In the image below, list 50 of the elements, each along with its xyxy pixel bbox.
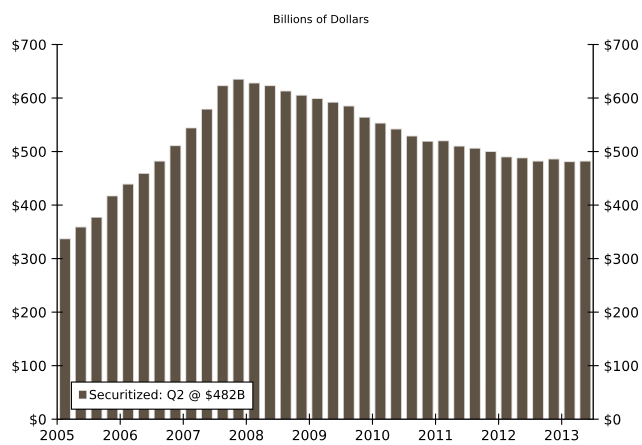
x-tick-label: 2012 — [482, 430, 515, 440]
legend-label: Securitized: Q2 @ $482B — [90, 390, 244, 402]
x-tick-label: 2007 — [166, 430, 200, 440]
y-tick-label: $700 — [12, 39, 46, 52]
y2-tick-label: $0 — [604, 414, 620, 427]
y2-tick-label: $200 — [604, 306, 638, 320]
x-tick-label: 2013 — [545, 430, 578, 440]
y-tick-label: $500 — [12, 146, 46, 159]
bar — [390, 128, 402, 420]
bar — [327, 102, 339, 420]
bar — [374, 122, 386, 420]
bar — [358, 116, 370, 420]
x-tick-label: 2005 — [40, 430, 74, 440]
bar — [280, 90, 292, 420]
bar — [438, 140, 450, 420]
chart-subtitle: Billions of Dollars — [274, 14, 368, 24]
y2-tick-label: $500 — [604, 146, 638, 159]
bar — [516, 158, 528, 420]
x-tick-label: 2006 — [104, 430, 138, 440]
bar — [548, 158, 560, 420]
y-tick-label: $600 — [12, 92, 46, 106]
bar — [469, 148, 481, 420]
y2-tick-label: $700 — [604, 39, 638, 52]
x-tick-label: 2009 — [292, 430, 326, 440]
bar — [312, 98, 324, 420]
y-tick-label: $300 — [12, 253, 46, 266]
bar — [264, 85, 276, 420]
bar — [580, 160, 592, 420]
bar — [500, 156, 512, 420]
y-tick-label: $100 — [12, 360, 46, 373]
bar — [564, 161, 576, 420]
bar — [248, 82, 260, 420]
y2-tick-label: $100 — [604, 360, 638, 373]
x-tick-label: 2010 — [356, 430, 390, 440]
bar — [343, 106, 355, 420]
bar — [406, 136, 418, 420]
bar — [296, 94, 308, 420]
x-tick-label: 2008 — [230, 430, 264, 440]
y-tick-label: $200 — [12, 306, 46, 320]
bar — [532, 160, 544, 420]
bar — [59, 238, 71, 420]
y2-tick-label: $400 — [604, 200, 638, 212]
y2-tick-label: $300 — [604, 253, 638, 266]
bar — [422, 140, 434, 420]
y-tick-label: $0 — [30, 414, 46, 427]
y-tick-label: $400 — [12, 200, 46, 212]
bar — [484, 151, 497, 420]
x-tick-label: 2011 — [418, 430, 452, 440]
y2-tick-label: $600 — [604, 92, 638, 106]
bar — [453, 146, 465, 420]
